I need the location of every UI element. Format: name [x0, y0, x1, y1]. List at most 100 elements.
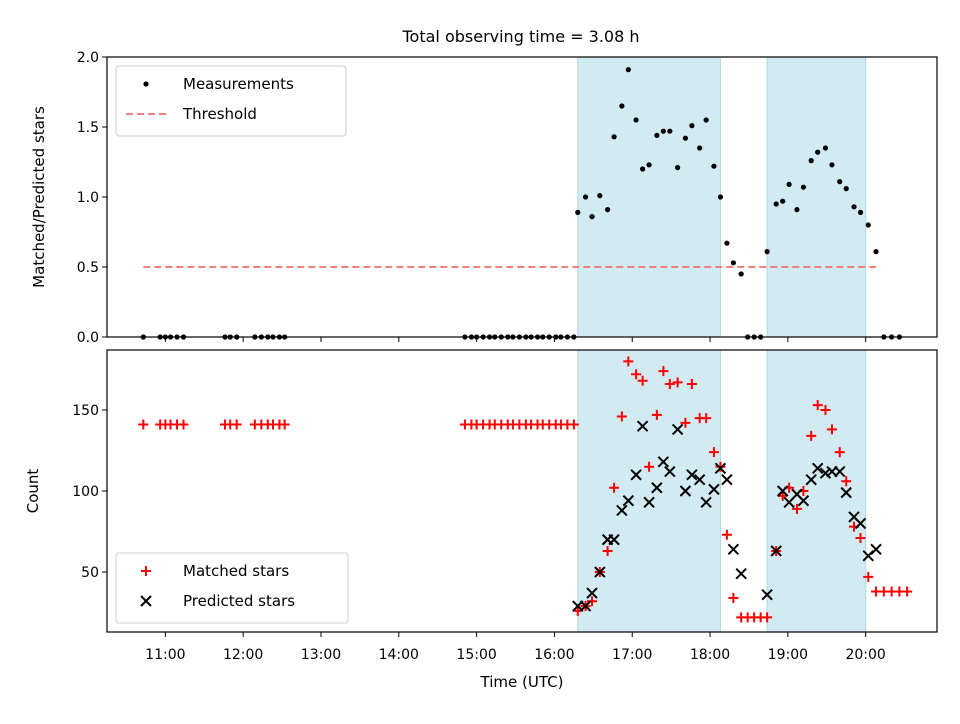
matched-star-point: [568, 419, 579, 430]
predicted-star-point: [834, 465, 846, 478]
predicted-star-point: [776, 485, 789, 497]
matched-star-point: [777, 490, 788, 501]
matched-star-point: [664, 379, 675, 390]
predicted-star-point: [693, 473, 706, 486]
predicted-star-point: [630, 469, 642, 481]
matched-star-point: [701, 413, 712, 424]
predicted-star-point: [616, 504, 628, 517]
predicted-star-point: [805, 473, 817, 486]
legend-marker: [140, 595, 152, 607]
predicted-star-point: [870, 543, 882, 556]
top-panel-ratio: 0.0 0.5 1.0 1.5 2.0 Matched/Predicted stars Me…: [30, 50, 938, 346]
predicted-star-point: [664, 465, 676, 478]
matched-star-point: [826, 424, 837, 435]
matched-star-point: [587, 596, 598, 607]
matched-star-point: [644, 461, 655, 472]
measurement-point: [873, 249, 879, 255]
measurement-point: [625, 67, 631, 73]
measurement-point: [582, 194, 589, 200]
measurement-point: [738, 271, 744, 277]
measurement-point: [589, 214, 595, 220]
matched-star-point: [863, 571, 874, 582]
matched-star-point: [806, 430, 817, 441]
predicted-star-point: [840, 486, 852, 499]
y-tick-label: 150: [72, 403, 99, 419]
matched-star-point: [841, 476, 852, 487]
measurement-point: [703, 117, 709, 123]
predicted-star-point: [727, 543, 740, 556]
predicted-star-point: [651, 482, 663, 494]
predicted-star-point: [811, 462, 824, 475]
observing-window: [766, 56, 867, 338]
x-tick-label: 18:00: [690, 647, 730, 663]
measurement-point: [808, 158, 814, 164]
matched-star-point: [609, 482, 620, 493]
matched-star-point: [721, 529, 732, 540]
matched-star-point: [623, 356, 634, 367]
legend-bottom: Matched stars Predicted stars: [115, 552, 349, 624]
predicted-star-point: [721, 473, 733, 486]
matched-star-point: [715, 461, 726, 472]
measurement-point: [575, 209, 581, 215]
measurement-point: [800, 184, 807, 190]
predicted-star-point: [622, 495, 635, 507]
y-tick-label: 100: [72, 484, 99, 500]
measurement-point: [611, 134, 617, 140]
matched-star-point: [791, 503, 802, 514]
legend-label: Measurements: [183, 75, 294, 93]
y-tick-label: 1.5: [77, 120, 99, 136]
y-tick-label: 1.0: [77, 190, 99, 206]
matched-star-point: [602, 545, 613, 556]
measurement-point: [667, 128, 673, 134]
measurement-point: [697, 145, 703, 151]
predicted-star-point: [594, 566, 606, 578]
predicted-star-point: [708, 483, 720, 496]
measurement-point: [717, 194, 724, 200]
measurement-point: [857, 209, 864, 215]
predicted-star-point: [657, 456, 670, 468]
predicted-star-point: [770, 545, 782, 557]
predicted-star-point: [819, 467, 832, 479]
y-tick-label: 2.0: [77, 50, 99, 66]
matched-star-point: [834, 447, 845, 458]
predicted-star-point: [854, 517, 867, 530]
measurement-point: [837, 179, 843, 185]
x-tick-label: 20:00: [845, 647, 885, 663]
predicted-star-point: [735, 567, 747, 580]
x-tick-label: 19:00: [768, 647, 808, 663]
measurement-point: [646, 162, 652, 168]
measurement-point: [640, 166, 646, 172]
y-axis-label: Matched/Predicted stars: [30, 106, 48, 288]
matched-star-point: [231, 419, 242, 430]
legend-top: Measurements Threshold: [115, 65, 347, 137]
measurement-point: [780, 198, 786, 204]
matched-star-point: [637, 375, 648, 386]
y-tick-label: 0.0: [77, 330, 99, 346]
matched-star-point: [279, 419, 290, 430]
measurement-point: [619, 103, 625, 109]
matched-star-point: [631, 369, 642, 380]
legend-marker: [141, 566, 151, 576]
y-tick-label: 0.5: [77, 260, 99, 276]
chart-title: Total observing time = 3.08 h: [401, 27, 639, 46]
measurement-point: [730, 260, 736, 266]
measurement-point: [654, 132, 660, 138]
matched-star-point: [680, 417, 691, 428]
x-tick-label: 17:00: [612, 647, 652, 663]
measurement-point: [794, 207, 800, 213]
measurement-point: [711, 163, 717, 169]
bottom-panel-count: 50 100 150 11:00 12:00 13:00 14:00 15:00 16:00 17…: [24, 349, 938, 691]
matched-star-point: [686, 379, 697, 390]
matched-star-point: [708, 447, 719, 458]
legend-label: Threshold: [182, 105, 257, 123]
x-tick-label: 15:00: [456, 647, 496, 663]
matched-star-point: [651, 409, 662, 420]
matched-star-point: [672, 377, 683, 388]
measurement-point: [675, 165, 681, 171]
measurement-point: [604, 207, 611, 213]
y-tick-label: 50: [81, 565, 99, 581]
matched-star-point: [728, 592, 739, 603]
predicted-star-point: [636, 420, 649, 432]
matched-star-point: [762, 612, 773, 623]
